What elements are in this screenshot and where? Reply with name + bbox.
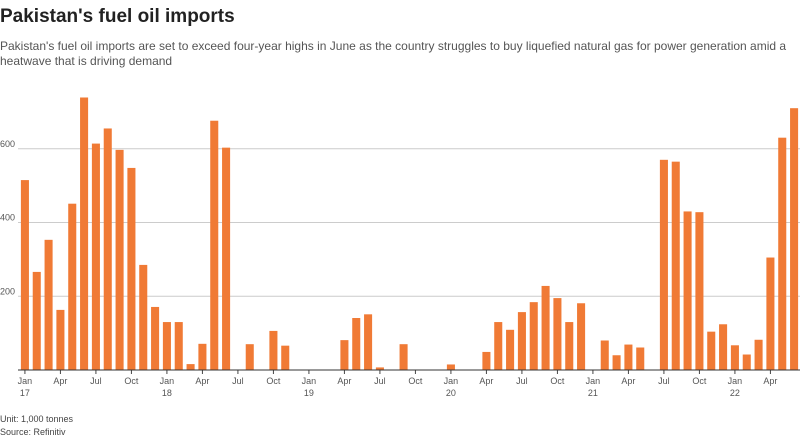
bar bbox=[245, 344, 254, 370]
x-tick-label: Jul bbox=[516, 376, 528, 386]
x-tick-label: Apr bbox=[53, 376, 68, 386]
bar bbox=[103, 128, 112, 370]
bar bbox=[707, 331, 716, 370]
bar bbox=[612, 355, 621, 370]
x-tick-label: Oct bbox=[124, 376, 139, 386]
unit-note: Unit: 1,000 tonnes bbox=[0, 414, 74, 424]
x-tick-label: Oct bbox=[266, 376, 281, 386]
x-tick-label: Jul bbox=[90, 376, 102, 386]
source-note: Source: Refinitiv bbox=[0, 427, 66, 437]
bar bbox=[269, 330, 278, 370]
x-tick-label: Jan 19 bbox=[301, 376, 317, 398]
x-tick-label: Jan 18 bbox=[159, 376, 175, 398]
x-tick-label: Jan 21 bbox=[585, 376, 601, 398]
bar bbox=[719, 324, 728, 370]
bar bbox=[151, 306, 160, 370]
bar bbox=[68, 203, 77, 370]
bar bbox=[222, 147, 231, 370]
x-tick-label: Apr bbox=[337, 376, 352, 386]
bar bbox=[482, 351, 491, 370]
x-tick-label: Oct bbox=[692, 376, 707, 386]
bar bbox=[517, 312, 526, 370]
bar bbox=[695, 212, 704, 370]
y-tick-label: 600 bbox=[0, 139, 15, 149]
bar bbox=[198, 343, 207, 370]
x-tick-label: Oct bbox=[408, 376, 423, 386]
bar bbox=[600, 340, 609, 370]
x-tick-label: Oct bbox=[550, 376, 565, 386]
bar bbox=[174, 322, 183, 370]
bar bbox=[375, 367, 384, 370]
x-tick-label: Apr bbox=[479, 376, 494, 386]
bar bbox=[506, 329, 515, 370]
bar bbox=[20, 180, 29, 370]
bar bbox=[364, 314, 373, 370]
bar bbox=[127, 167, 136, 370]
bar bbox=[671, 161, 680, 370]
bar bbox=[565, 322, 574, 370]
bar bbox=[340, 340, 349, 370]
bar bbox=[624, 344, 633, 370]
bar bbox=[91, 143, 100, 370]
bar bbox=[139, 264, 148, 370]
bar bbox=[636, 347, 645, 370]
x-tick-label: Jan 20 bbox=[443, 376, 459, 398]
bar bbox=[766, 257, 775, 370]
bar bbox=[778, 137, 787, 370]
bar bbox=[32, 271, 41, 370]
bar bbox=[553, 298, 562, 370]
bar bbox=[790, 108, 799, 370]
bar bbox=[115, 149, 124, 370]
y-tick-label: 400 bbox=[0, 213, 15, 223]
bar bbox=[494, 322, 503, 370]
chart-title: Pakistan's fuel oil imports bbox=[0, 6, 235, 27]
bar bbox=[281, 345, 290, 370]
x-tick-label: Jul bbox=[658, 376, 670, 386]
bar bbox=[80, 97, 89, 371]
bar bbox=[659, 159, 668, 370]
bar bbox=[577, 303, 586, 370]
bar bbox=[399, 344, 408, 370]
bar bbox=[742, 354, 751, 370]
bar bbox=[730, 345, 739, 370]
bar bbox=[56, 309, 65, 370]
x-tick-label: Jul bbox=[232, 376, 244, 386]
x-tick-label: Jan 22 bbox=[727, 376, 743, 398]
bar bbox=[210, 120, 219, 370]
x-tick-label: Jan 17 bbox=[17, 376, 33, 398]
bar bbox=[44, 239, 53, 370]
x-tick-label: Apr bbox=[621, 376, 636, 386]
x-tick-label: Apr bbox=[763, 376, 778, 386]
bar bbox=[683, 211, 692, 370]
bar bbox=[529, 302, 538, 370]
bar bbox=[541, 285, 550, 370]
bar bbox=[754, 339, 763, 370]
x-tick-label: Jul bbox=[374, 376, 386, 386]
bar bbox=[186, 364, 195, 370]
chart-subtitle: Pakistan's fuel oil imports are set to e… bbox=[0, 39, 787, 68]
bar bbox=[162, 322, 171, 370]
x-tick-label: Apr bbox=[195, 376, 210, 386]
bar bbox=[352, 318, 361, 370]
bar bbox=[446, 364, 455, 370]
y-tick-label: 200 bbox=[0, 286, 15, 296]
